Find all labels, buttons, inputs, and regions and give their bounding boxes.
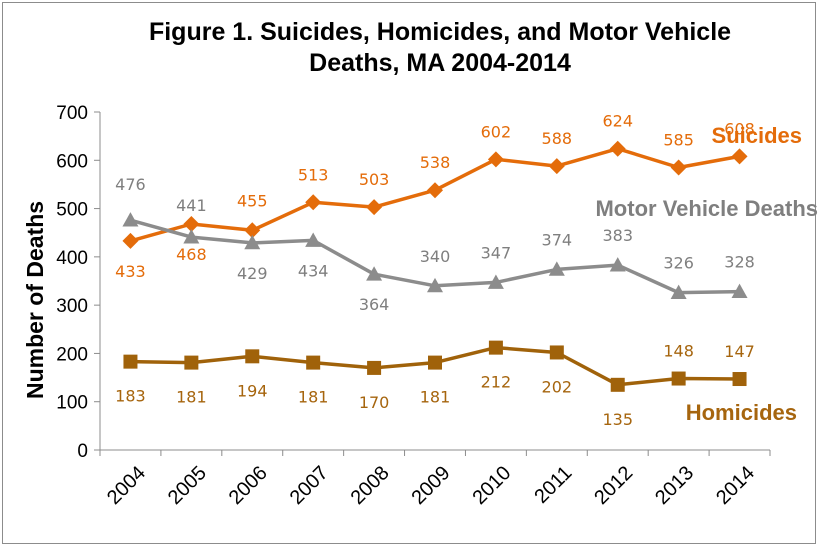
data-label: 476 bbox=[115, 175, 146, 194]
series-motor-vehicle-deaths bbox=[122, 212, 748, 299]
data-point-square bbox=[184, 355, 199, 370]
data-label: 328 bbox=[724, 253, 755, 272]
series-label: Homicides bbox=[686, 400, 797, 425]
data-label: 364 bbox=[359, 295, 390, 314]
data-label: 538 bbox=[420, 153, 451, 172]
data-point-diamond bbox=[670, 159, 687, 176]
data-point-square bbox=[549, 345, 564, 360]
data-label: 202 bbox=[542, 377, 573, 396]
x-tick-label: 2008 bbox=[347, 462, 394, 509]
data-point-triangle bbox=[487, 274, 504, 289]
data-point-triangle bbox=[183, 229, 200, 244]
y-tick-label: 100 bbox=[56, 393, 88, 414]
data-point-diamond bbox=[305, 194, 322, 211]
data-label: 585 bbox=[663, 131, 694, 150]
data-point-diamond bbox=[183, 216, 200, 233]
data-label: 183 bbox=[115, 387, 146, 406]
data-point-triangle bbox=[244, 234, 261, 250]
data-point-square bbox=[671, 371, 686, 386]
data-point-triangle bbox=[305, 232, 322, 247]
data-label: 434 bbox=[298, 261, 329, 280]
data-label: 374 bbox=[542, 230, 573, 249]
y-tick-label: 300 bbox=[56, 296, 88, 317]
labels-layer: 433 468 455 513 503 538 602 588 624 585 608Suicide… bbox=[115, 112, 818, 429]
data-point-square bbox=[306, 355, 321, 370]
data-point-triangle bbox=[366, 266, 383, 281]
data-point-square bbox=[367, 360, 382, 375]
data-point-square bbox=[245, 349, 260, 364]
x-tick-label: 2006 bbox=[225, 462, 272, 509]
y-axis-label: Number of Deaths bbox=[22, 201, 48, 399]
data-point-triangle bbox=[548, 261, 565, 276]
data-label: 194 bbox=[237, 381, 268, 400]
y-tick-label: 0 bbox=[77, 441, 88, 462]
series-layer bbox=[122, 140, 748, 392]
data-point-diamond bbox=[244, 222, 261, 239]
data-point-diamond bbox=[366, 199, 383, 216]
data-label: 326 bbox=[663, 254, 694, 273]
x-tick-label: 2010 bbox=[468, 462, 515, 509]
series-homicides bbox=[123, 340, 747, 392]
data-label: 624 bbox=[602, 112, 633, 131]
data-label: 433 bbox=[115, 262, 146, 281]
x-tick-label: 2005 bbox=[164, 462, 211, 509]
x-tick-label: 2014 bbox=[712, 462, 759, 509]
data-point-square bbox=[732, 372, 747, 387]
data-label: 602 bbox=[481, 122, 512, 141]
data-label: 383 bbox=[602, 226, 633, 245]
data-label: 455 bbox=[237, 191, 268, 210]
data-label: 170 bbox=[359, 393, 390, 412]
x-tick-label: 2012 bbox=[590, 462, 637, 509]
data-point-diamond bbox=[122, 232, 139, 249]
data-label: 347 bbox=[481, 243, 512, 262]
data-point-square bbox=[610, 377, 625, 392]
data-point-triangle bbox=[122, 212, 139, 227]
data-point-triangle bbox=[609, 257, 626, 272]
x-tick-label: 2007 bbox=[286, 462, 333, 509]
data-point-diamond bbox=[548, 158, 565, 175]
x-tick-label: 2009 bbox=[408, 462, 455, 509]
data-point-diamond bbox=[731, 148, 748, 165]
chart-title-line1: Figure 1. Suicides, Homicides, and Motor… bbox=[149, 18, 731, 46]
data-label: 181 bbox=[176, 388, 207, 407]
data-point-triangle bbox=[427, 277, 443, 293]
y-tick-label: 400 bbox=[56, 248, 88, 269]
data-point-square bbox=[428, 355, 442, 370]
data-label: 340 bbox=[420, 247, 451, 266]
series-suicides bbox=[122, 140, 748, 249]
data-label: 503 bbox=[359, 170, 390, 189]
y-tick-label: 500 bbox=[56, 200, 88, 221]
data-label: 148 bbox=[663, 342, 694, 361]
x-tick-label: 2011 bbox=[530, 462, 576, 508]
data-label: 441 bbox=[176, 196, 207, 215]
y-tick-label: 200 bbox=[56, 344, 88, 365]
data-label: 588 bbox=[542, 129, 573, 148]
y-tick-label: 600 bbox=[56, 151, 88, 172]
data-label: 181 bbox=[298, 388, 329, 407]
chart-title-line2: Deaths, MA 2004-2014 bbox=[309, 49, 571, 77]
data-label: 147 bbox=[724, 342, 755, 361]
y-tick-label: 700 bbox=[56, 103, 88, 124]
x-tick-label: 2004 bbox=[103, 462, 150, 509]
data-label: 468 bbox=[176, 245, 207, 264]
data-label: 181 bbox=[420, 388, 451, 407]
series-label: Suicides bbox=[712, 123, 802, 148]
data-point-diamond bbox=[427, 182, 443, 199]
data-label: 212 bbox=[481, 373, 512, 392]
data-label: 429 bbox=[237, 264, 268, 283]
data-label: 608 bbox=[724, 119, 755, 138]
data-point-diamond bbox=[609, 140, 626, 157]
series-label: Motor Vehicle Deaths bbox=[595, 196, 818, 221]
data-point-triangle bbox=[670, 284, 687, 299]
data-point-square bbox=[488, 340, 503, 355]
data-label: 135 bbox=[602, 410, 633, 429]
data-point-diamond bbox=[487, 151, 504, 168]
data-label: 513 bbox=[298, 165, 329, 184]
data-point-triangle bbox=[731, 283, 748, 299]
data-point-square bbox=[123, 354, 138, 369]
x-tick-label: 2013 bbox=[651, 462, 698, 509]
